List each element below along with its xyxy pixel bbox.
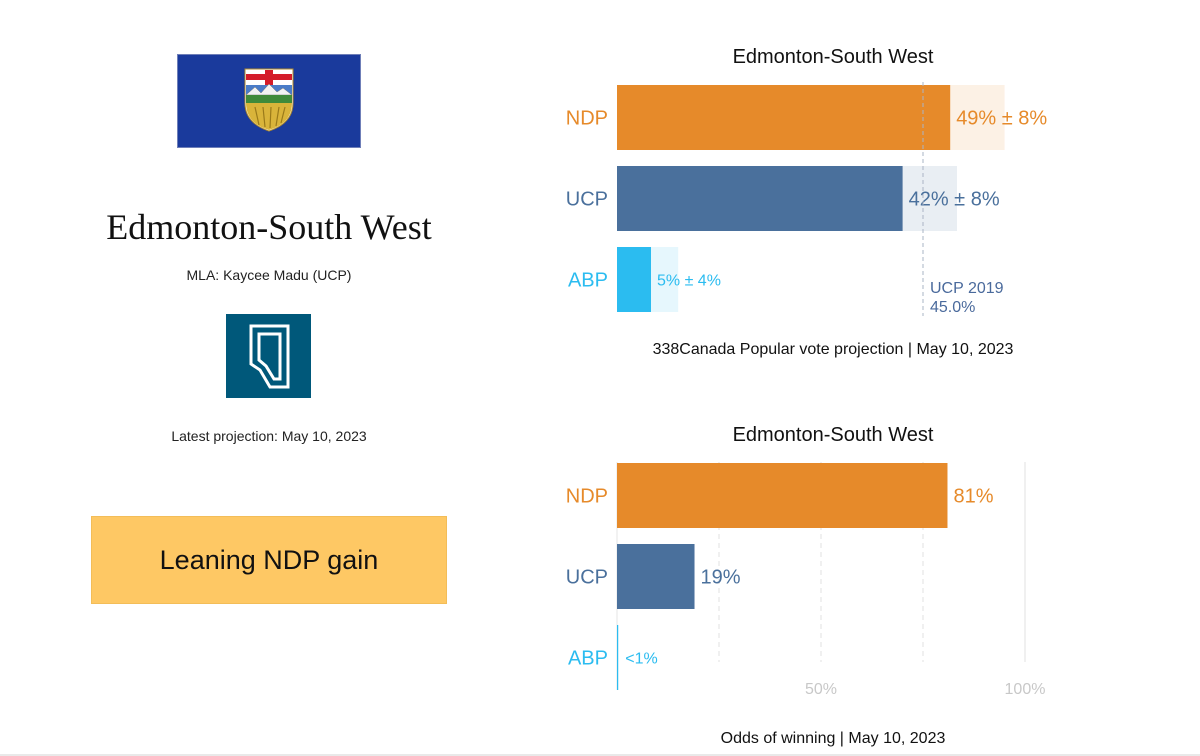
- bottom-divider: [0, 754, 1200, 756]
- bar-ucp: [617, 166, 903, 231]
- district-title: Edmonton-South West: [106, 207, 432, 247]
- odds-chart-title: Edmonton-South West: [733, 424, 934, 446]
- vote-chart-title: Edmonton-South West: [733, 46, 934, 68]
- bar-abp: [617, 247, 651, 312]
- odds-category-label-abp: ABP: [568, 648, 608, 670]
- vote-projection-chart: Edmonton-South West NDP 49% ± 8% UCP 42% ± …: [566, 46, 1048, 358]
- reference-label-line2: 45.0%: [930, 299, 975, 316]
- value-label-abp: 5% ± 4%: [657, 273, 721, 290]
- latest-projection-label: Latest projection: May 10, 2023: [171, 428, 367, 444]
- mla-label: MLA: Kaycee Madu (UCP): [186, 267, 352, 283]
- rating-badge: Leaning NDP gain: [91, 516, 447, 604]
- odds-category-label-ndp: NDP: [566, 486, 608, 508]
- category-label-ndp: NDP: [566, 108, 608, 130]
- vote-chart-caption: 338Canada Popular vote projection | May …: [653, 341, 1014, 358]
- odds-value-label-abp: <1%: [625, 651, 657, 668]
- odds-category-label-ucp: UCP: [566, 567, 608, 589]
- odds-chart: Edmonton-South West 50% 100% NDP 81% UCP 19%…: [566, 424, 1046, 747]
- value-label-ndp: 49% ± 8%: [956, 108, 1047, 130]
- x-tick-label-50: 50%: [805, 681, 837, 698]
- value-label-ucp: 42% ± 8%: [909, 189, 1000, 211]
- odds-bar-ucp: [617, 544, 695, 609]
- odds-bar-ndp: [617, 463, 948, 528]
- category-label-abp: ABP: [568, 270, 608, 292]
- alberta-map-logo-icon: [226, 314, 311, 398]
- odds-bar-abp: [617, 625, 619, 690]
- alberta-flag-icon: [177, 54, 361, 148]
- bar-ndp: [617, 85, 951, 150]
- odds-value-label-ndp: 81%: [953, 486, 993, 508]
- reference-label-line1: UCP 2019: [930, 280, 1004, 297]
- odds-value-label-ucp: 19%: [701, 567, 741, 589]
- category-label-ucp: UCP: [566, 189, 608, 211]
- x-tick-label-100: 100%: [1005, 681, 1046, 698]
- odds-chart-caption: Odds of winning | May 10, 2023: [721, 730, 946, 747]
